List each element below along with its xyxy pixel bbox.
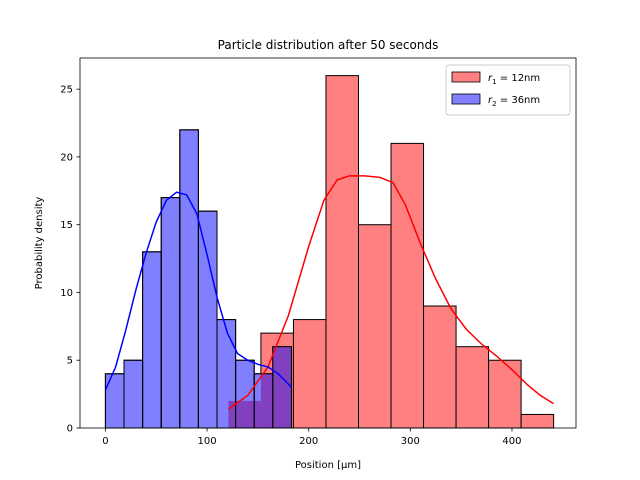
- histogram-bar-series-1: [520, 413, 555, 429]
- histogram-overlap-bar: [228, 400, 236, 428]
- chart-title: Particle distribution after 50 seconds: [218, 38, 439, 52]
- legend-label-series-2: r2 = 36nm: [488, 95, 540, 108]
- y-tick-label: 15: [60, 220, 73, 231]
- x-tick-label: 100: [198, 436, 217, 447]
- x-tick-label: 300: [401, 436, 420, 447]
- histogram-bar-series-1: [488, 359, 522, 429]
- legend-label-series-1: r1 = 12nm: [488, 73, 540, 86]
- histogram-overlap-bar: [254, 400, 261, 428]
- legend-swatch-series-2: [451, 93, 481, 105]
- histogram-overlap-bar: [272, 346, 292, 428]
- kde-line-series-1: [227, 175, 554, 410]
- kde-curves: [104, 175, 554, 410]
- legend: r1 = 12nm r2 = 36nm: [445, 64, 571, 116]
- kde-line-series-2: [104, 191, 292, 391]
- x-tick-label: 0: [102, 436, 108, 447]
- histogram-bar-series-2: [179, 129, 199, 429]
- histogram-bar-series-1: [357, 224, 392, 429]
- y-tick-label: 10: [60, 288, 73, 299]
- histogram-bar-series-2: [197, 210, 218, 429]
- histogram-bar-series-2: [160, 197, 181, 429]
- y-tick-label: 20: [60, 152, 73, 163]
- histogram-bar-series-1: [325, 75, 359, 429]
- x-tick-label: 200: [299, 436, 318, 447]
- histogram-overlap-bar: [260, 373, 273, 428]
- histogram-bar-series-1: [455, 346, 490, 429]
- x-tick-label: 400: [502, 436, 521, 447]
- y-axis-ticks: 0 5 10 15 20 25: [60, 85, 80, 435]
- x-axis-label: Position [μm]: [295, 460, 361, 471]
- histogram-bars: [104, 75, 555, 429]
- y-tick-label: 0: [67, 424, 73, 435]
- x-axis-ticks: 0 100 200 300 400: [102, 428, 522, 447]
- histogram-bar-series-1: [390, 142, 425, 429]
- legend-swatch-series-1: [451, 71, 481, 83]
- y-axis-label: Probability density: [34, 197, 45, 290]
- histogram-overlap-bar: [235, 400, 255, 428]
- plot-frame: [79, 57, 577, 429]
- histogram-bar-series-2: [142, 251, 162, 429]
- histogram-bar-series-1: [292, 319, 327, 429]
- y-tick-label: 5: [67, 356, 73, 367]
- histogram-bar-series-1: [423, 305, 457, 429]
- y-tick-label: 25: [60, 85, 73, 96]
- histogram-bar-series-2: [123, 359, 144, 429]
